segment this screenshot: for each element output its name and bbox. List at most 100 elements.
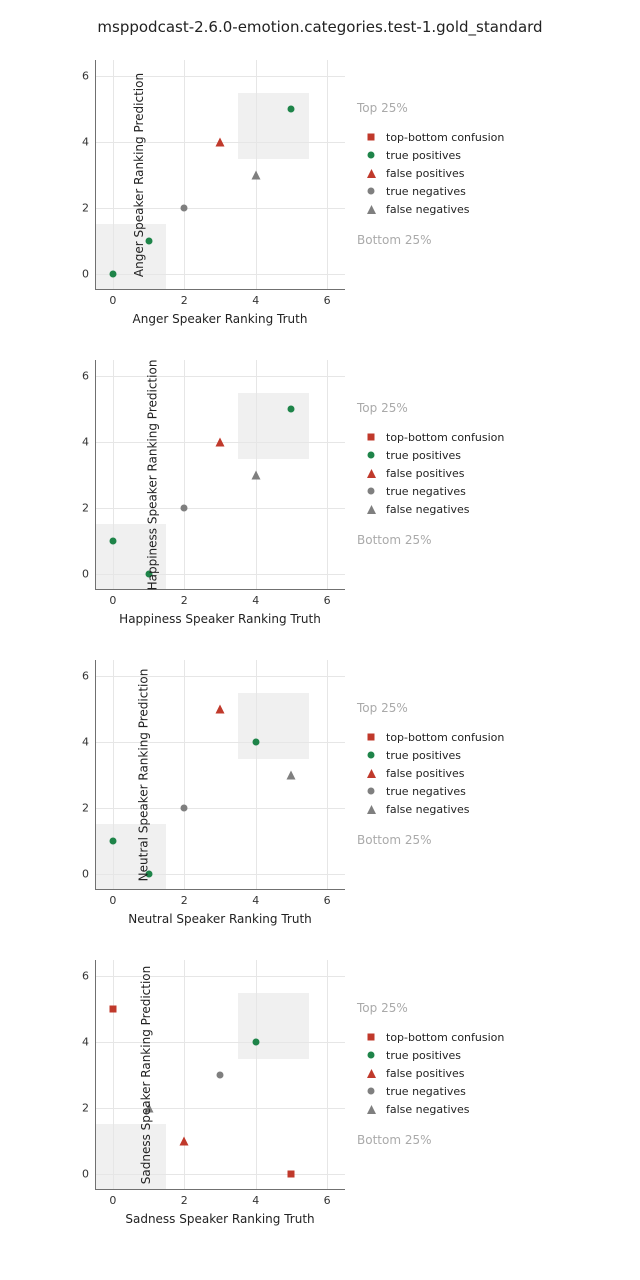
- gridline-h: [95, 808, 345, 809]
- annotation-bottom: Bottom 25%: [357, 533, 432, 547]
- gridline-v: [327, 360, 328, 590]
- gridline-h: [95, 874, 345, 875]
- gridline-h: [95, 976, 345, 977]
- ytick-label: 4: [59, 1036, 89, 1049]
- quartile-shade: [95, 824, 166, 890]
- data-point: [109, 1005, 117, 1013]
- ytick-label: 4: [59, 436, 89, 449]
- legend-item: false negatives: [360, 500, 504, 518]
- gridline-v: [327, 660, 328, 890]
- data-point: [109, 837, 117, 845]
- spine-bottom: [95, 1189, 345, 1190]
- gridline-h: [95, 676, 345, 677]
- legend-label: true negatives: [382, 1085, 466, 1098]
- gridline-v: [256, 960, 257, 1190]
- legend-item: true negatives: [360, 1082, 504, 1100]
- triangle-icon: [360, 469, 382, 478]
- axes: 00224466Sadness Speaker Ranking TruthSad…: [95, 960, 345, 1190]
- annotation-bottom: Bottom 25%: [357, 1133, 432, 1147]
- circle-icon: [360, 487, 382, 495]
- ytick-label: 0: [59, 567, 89, 580]
- ytick-label: 0: [59, 867, 89, 880]
- gridline-v: [113, 660, 114, 890]
- annotation-bottom: Bottom 25%: [357, 833, 432, 847]
- gridline-h: [95, 1174, 345, 1175]
- legend-item: false negatives: [360, 800, 504, 818]
- legend-item: top-bottom confusion: [360, 728, 504, 746]
- annotation-top: Top 25%: [357, 401, 408, 415]
- data-point: [180, 1136, 189, 1145]
- ytick-label: 6: [59, 370, 89, 383]
- xtick-label: 4: [252, 294, 259, 307]
- data-point: [180, 504, 188, 512]
- legend-label: true negatives: [382, 185, 466, 198]
- xtick-label: 4: [252, 594, 259, 607]
- xtick-label: 2: [181, 594, 188, 607]
- circle-icon: [360, 1051, 382, 1059]
- spine-left: [95, 60, 96, 290]
- legend-label: top-bottom confusion: [382, 431, 504, 444]
- legend-item: top-bottom confusion: [360, 128, 504, 146]
- ytick-label: 0: [59, 267, 89, 280]
- xtick-label: 0: [109, 294, 116, 307]
- gridline-v: [184, 960, 185, 1190]
- legend-label: false positives: [382, 1067, 465, 1080]
- triangle-icon: [360, 805, 382, 814]
- legend-item: true negatives: [360, 782, 504, 800]
- gridline-h: [95, 376, 345, 377]
- legend-item: true positives: [360, 146, 504, 164]
- data-point: [109, 537, 117, 545]
- legend-item: true positives: [360, 746, 504, 764]
- xtick-label: 2: [181, 294, 188, 307]
- legend-item: false positives: [360, 164, 504, 182]
- ytick-label: 4: [59, 136, 89, 149]
- gridline-h: [95, 1108, 345, 1109]
- xlabel: Neutral Speaker Ranking Truth: [128, 912, 312, 926]
- quartile-shade: [95, 224, 166, 290]
- legend-label: true negatives: [382, 485, 466, 498]
- xtick-label: 6: [324, 1194, 331, 1207]
- triangle-icon: [360, 769, 382, 778]
- data-point: [109, 270, 117, 278]
- spine-left: [95, 660, 96, 890]
- quartile-shade: [238, 693, 309, 759]
- triangle-icon: [360, 1105, 382, 1114]
- ytick-label: 2: [59, 1101, 89, 1114]
- axes: 00224466Neutral Speaker Ranking TruthNeu…: [95, 660, 345, 890]
- xtick-label: 2: [181, 894, 188, 907]
- gridline-v: [184, 60, 185, 290]
- square-icon: [360, 133, 382, 141]
- gridline-h: [95, 574, 345, 575]
- legend-label: true positives: [382, 149, 461, 162]
- legend-label: true positives: [382, 449, 461, 462]
- quartile-shade: [95, 1124, 166, 1190]
- data-point: [180, 204, 188, 212]
- annotation-bottom: Bottom 25%: [357, 233, 432, 247]
- legend-label: false negatives: [382, 1103, 470, 1116]
- legend-label: false negatives: [382, 203, 470, 216]
- xtick-label: 6: [324, 294, 331, 307]
- triangle-icon: [360, 1069, 382, 1078]
- ytick-label: 0: [59, 1167, 89, 1180]
- xlabel: Happiness Speaker Ranking Truth: [119, 612, 321, 626]
- ytick-label: 4: [59, 736, 89, 749]
- triangle-icon: [360, 205, 382, 214]
- annotation-top: Top 25%: [357, 701, 408, 715]
- xtick-label: 6: [324, 594, 331, 607]
- data-point: [180, 804, 188, 812]
- panel-anger: 00224466Anger Speaker Ranking TruthAnger…: [0, 40, 640, 340]
- circle-icon: [360, 787, 382, 795]
- legend-label: false negatives: [382, 803, 470, 816]
- legend-label: true positives: [382, 1049, 461, 1062]
- square-icon: [360, 733, 382, 741]
- circle-icon: [360, 451, 382, 459]
- circle-icon: [360, 751, 382, 759]
- spine-left: [95, 360, 96, 590]
- gridline-h: [95, 742, 345, 743]
- legend-label: false negatives: [382, 503, 470, 516]
- spine-left: [95, 960, 96, 1190]
- data-point: [251, 471, 260, 480]
- ytick-label: 2: [59, 201, 89, 214]
- gridline-v: [327, 60, 328, 290]
- gridline-v: [184, 360, 185, 590]
